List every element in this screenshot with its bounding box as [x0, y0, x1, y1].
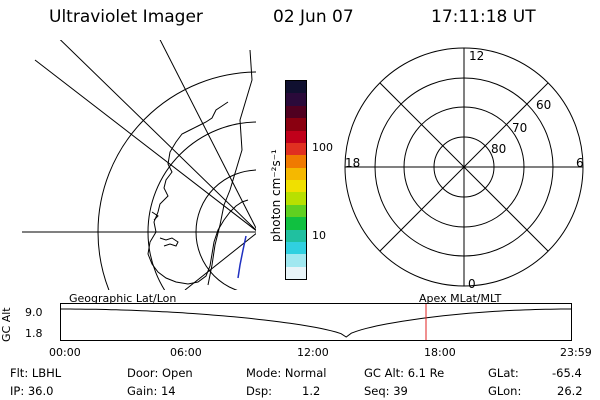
mode-info: Mode: Normal	[246, 366, 327, 380]
mlt-label-midnight: 0	[468, 277, 476, 290]
ip-info: IP: 36.0	[10, 384, 54, 398]
timeline-right-title: Apex MLat/MLT	[419, 292, 502, 305]
colorbar-segment	[286, 217, 306, 230]
gain-info: Gain: 14	[127, 384, 176, 398]
mlt-label-dusk: 18	[345, 156, 360, 170]
colorbar-segment	[286, 118, 306, 131]
colorbar-segment	[286, 167, 306, 180]
mlat-label-60: 60	[536, 98, 551, 112]
seq-info: Seq: 39	[364, 384, 408, 398]
gc-alt-info: GC Alt: 6.1 Re	[364, 366, 445, 380]
glat-value: -65.4	[552, 366, 582, 380]
colorbar-segment	[286, 180, 306, 193]
colorbar-segment	[286, 254, 306, 267]
colorbar-segment	[286, 204, 306, 218]
colorbar-segment	[286, 130, 306, 143]
colorbar-segment	[286, 105, 306, 119]
timeline-x-tick-1800: 18:00	[424, 346, 456, 359]
timeline-chart	[60, 303, 572, 341]
mlat-label-80: 80	[491, 142, 506, 156]
timeline-x-tick-0600: 06:00	[170, 346, 202, 359]
time-label: 17:11:18 UT	[431, 7, 536, 27]
colorbar-segment	[286, 192, 306, 205]
dsp-value: 1.2	[302, 384, 321, 398]
colorbar-unit-label: photon cm⁻²s⁻¹	[269, 149, 283, 242]
mlt-label-dawn: 6	[576, 156, 584, 170]
colorbar-segment	[286, 81, 306, 94]
timeline-y-tick-low: 1.8	[25, 327, 43, 340]
timeline-left-title: Geographic Lat/Lon	[69, 292, 177, 305]
colorbar-segment	[286, 229, 306, 242]
timeline-x-tick-1200: 12:00	[297, 346, 329, 359]
color-scale-bar	[285, 80, 307, 280]
timeline-y-tick-high: 9.0	[25, 306, 43, 319]
dsp-label: Dsp:	[246, 384, 273, 398]
colorbar-segment	[286, 241, 306, 255]
door-info: Door: Open	[127, 366, 193, 380]
altitude-curve	[60, 308, 571, 338]
colorbar-segment	[286, 155, 306, 168]
colorbar-segment	[286, 93, 306, 106]
colorbar-segment	[286, 142, 306, 156]
colorbar-segment	[286, 266, 306, 279]
glon-value: 26.2	[557, 384, 583, 398]
glat-label: GLat:	[488, 366, 519, 380]
timeline-y-axis-label: GC Alt	[0, 307, 13, 342]
mlt-label-noon: 12	[469, 49, 484, 63]
mlat-label-70: 70	[512, 121, 527, 135]
timeline-x-tick-0000: 00:00	[49, 346, 81, 359]
instrument-title: Ultraviolet Imager	[49, 7, 203, 27]
glon-label: GLon:	[488, 384, 522, 398]
filter-info: Flt: LBHL	[10, 366, 62, 380]
date-label: 02 Jun 07	[273, 7, 354, 27]
timeline-x-tick-2359: 23:59	[560, 346, 592, 359]
colorbar-tick-100: 100	[312, 141, 333, 154]
colorbar-tick-10: 10	[312, 229, 326, 242]
geographic-map	[22, 40, 256, 290]
polar-mlt-plot: 12 18 6 0 60 70 80	[344, 47, 584, 290]
